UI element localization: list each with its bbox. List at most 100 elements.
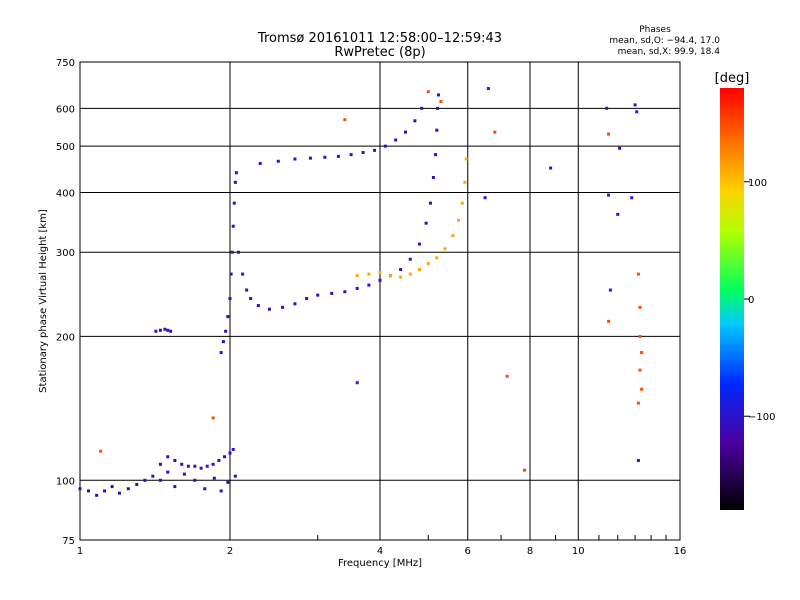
data-point — [203, 487, 207, 491]
data-point — [143, 478, 147, 482]
data-point — [486, 87, 490, 91]
data-point — [435, 256, 439, 260]
data-point — [607, 319, 611, 323]
data-point — [151, 474, 155, 478]
data-point — [166, 455, 170, 459]
data-point — [343, 290, 347, 294]
data-point — [523, 468, 527, 472]
data-point — [483, 196, 487, 200]
data-point — [608, 288, 612, 292]
x-tick-label: 1 — [77, 546, 83, 557]
y-tick-label: 750 — [56, 58, 75, 69]
data-point — [630, 196, 634, 200]
data-point — [236, 250, 240, 254]
data-point — [367, 272, 371, 276]
data-point — [99, 449, 103, 453]
data-point — [103, 489, 107, 493]
data-point — [336, 154, 340, 158]
data-point — [463, 180, 467, 184]
colorbar-label: [deg] — [715, 71, 750, 86]
data-point — [417, 268, 421, 272]
data-point — [389, 274, 393, 278]
data-point — [221, 340, 225, 344]
data-point — [173, 485, 177, 489]
data-point — [549, 166, 553, 170]
data-point — [413, 119, 417, 123]
x-tick-label: 4 — [377, 546, 383, 557]
data-point — [169, 329, 173, 333]
data-point — [420, 106, 424, 110]
data-point — [228, 297, 232, 301]
data-point — [408, 272, 412, 276]
data-point — [605, 106, 609, 110]
data-point — [638, 368, 642, 372]
data-point — [230, 250, 234, 254]
colorbar-tick-label: −100 — [748, 412, 775, 423]
y-tick-label: 600 — [56, 104, 75, 115]
data-point — [505, 374, 509, 378]
x-axis-label: Frequency [MHz] — [338, 558, 422, 569]
data-point — [86, 489, 90, 493]
data-point — [256, 304, 260, 308]
data-point — [607, 132, 611, 136]
y-tick-label: 400 — [56, 188, 75, 199]
y-axis-ticks: 75 100 200 300 400 500 600 750 — [56, 58, 75, 547]
data-point — [226, 315, 230, 319]
y-tick-label: 75 — [62, 536, 75, 547]
data-point — [78, 487, 82, 491]
data-point — [154, 329, 158, 333]
chart-subtitle: RwPretec (8p) — [334, 45, 425, 60]
data-point — [308, 156, 312, 160]
data-point — [158, 328, 162, 332]
data-point — [399, 275, 403, 279]
data-point — [616, 212, 620, 216]
data-point — [163, 327, 167, 331]
data-point — [493, 130, 497, 134]
data-point — [618, 146, 622, 150]
data-point — [229, 272, 233, 276]
data-point — [323, 155, 327, 159]
data-point — [636, 272, 640, 276]
data-point — [436, 106, 440, 110]
data-point — [228, 451, 232, 455]
data-point — [281, 305, 285, 309]
data-point — [435, 128, 439, 132]
data-point — [436, 93, 440, 97]
phases-title: Phases — [639, 25, 671, 35]
data-point — [232, 201, 236, 205]
data-point — [211, 462, 215, 466]
data-point — [233, 180, 237, 184]
data-point — [607, 193, 611, 197]
y-tick-label: 500 — [56, 142, 75, 153]
phases-x-stats: mean, sd,X: 99.9, 18.4 — [618, 47, 721, 57]
phases-o-stats: mean, sd,O: −94.4, 17.0 — [609, 36, 720, 46]
data-point — [186, 464, 190, 468]
colorbar-tick-label: 100 — [748, 178, 767, 189]
data-point — [426, 262, 430, 266]
data-point — [457, 218, 461, 222]
data-point — [460, 201, 464, 205]
data-point — [241, 272, 245, 276]
data-point — [355, 381, 359, 385]
data-point — [258, 161, 262, 165]
data-points — [78, 87, 644, 497]
data-point — [451, 234, 455, 238]
data-point — [399, 268, 403, 272]
data-point — [417, 242, 421, 246]
data-point — [434, 153, 438, 157]
data-point — [219, 351, 223, 355]
data-point — [231, 447, 235, 451]
data-point — [166, 470, 170, 474]
data-point — [635, 110, 639, 114]
data-point — [219, 489, 223, 493]
data-point — [636, 401, 640, 405]
y-axis-label: Stationary phase Virtual Height [km] — [38, 209, 49, 393]
data-point — [231, 224, 235, 228]
data-point — [373, 148, 377, 152]
data-point — [378, 271, 382, 275]
data-point — [117, 491, 121, 495]
data-point — [361, 150, 365, 154]
data-point — [443, 247, 447, 251]
data-point — [211, 416, 215, 420]
